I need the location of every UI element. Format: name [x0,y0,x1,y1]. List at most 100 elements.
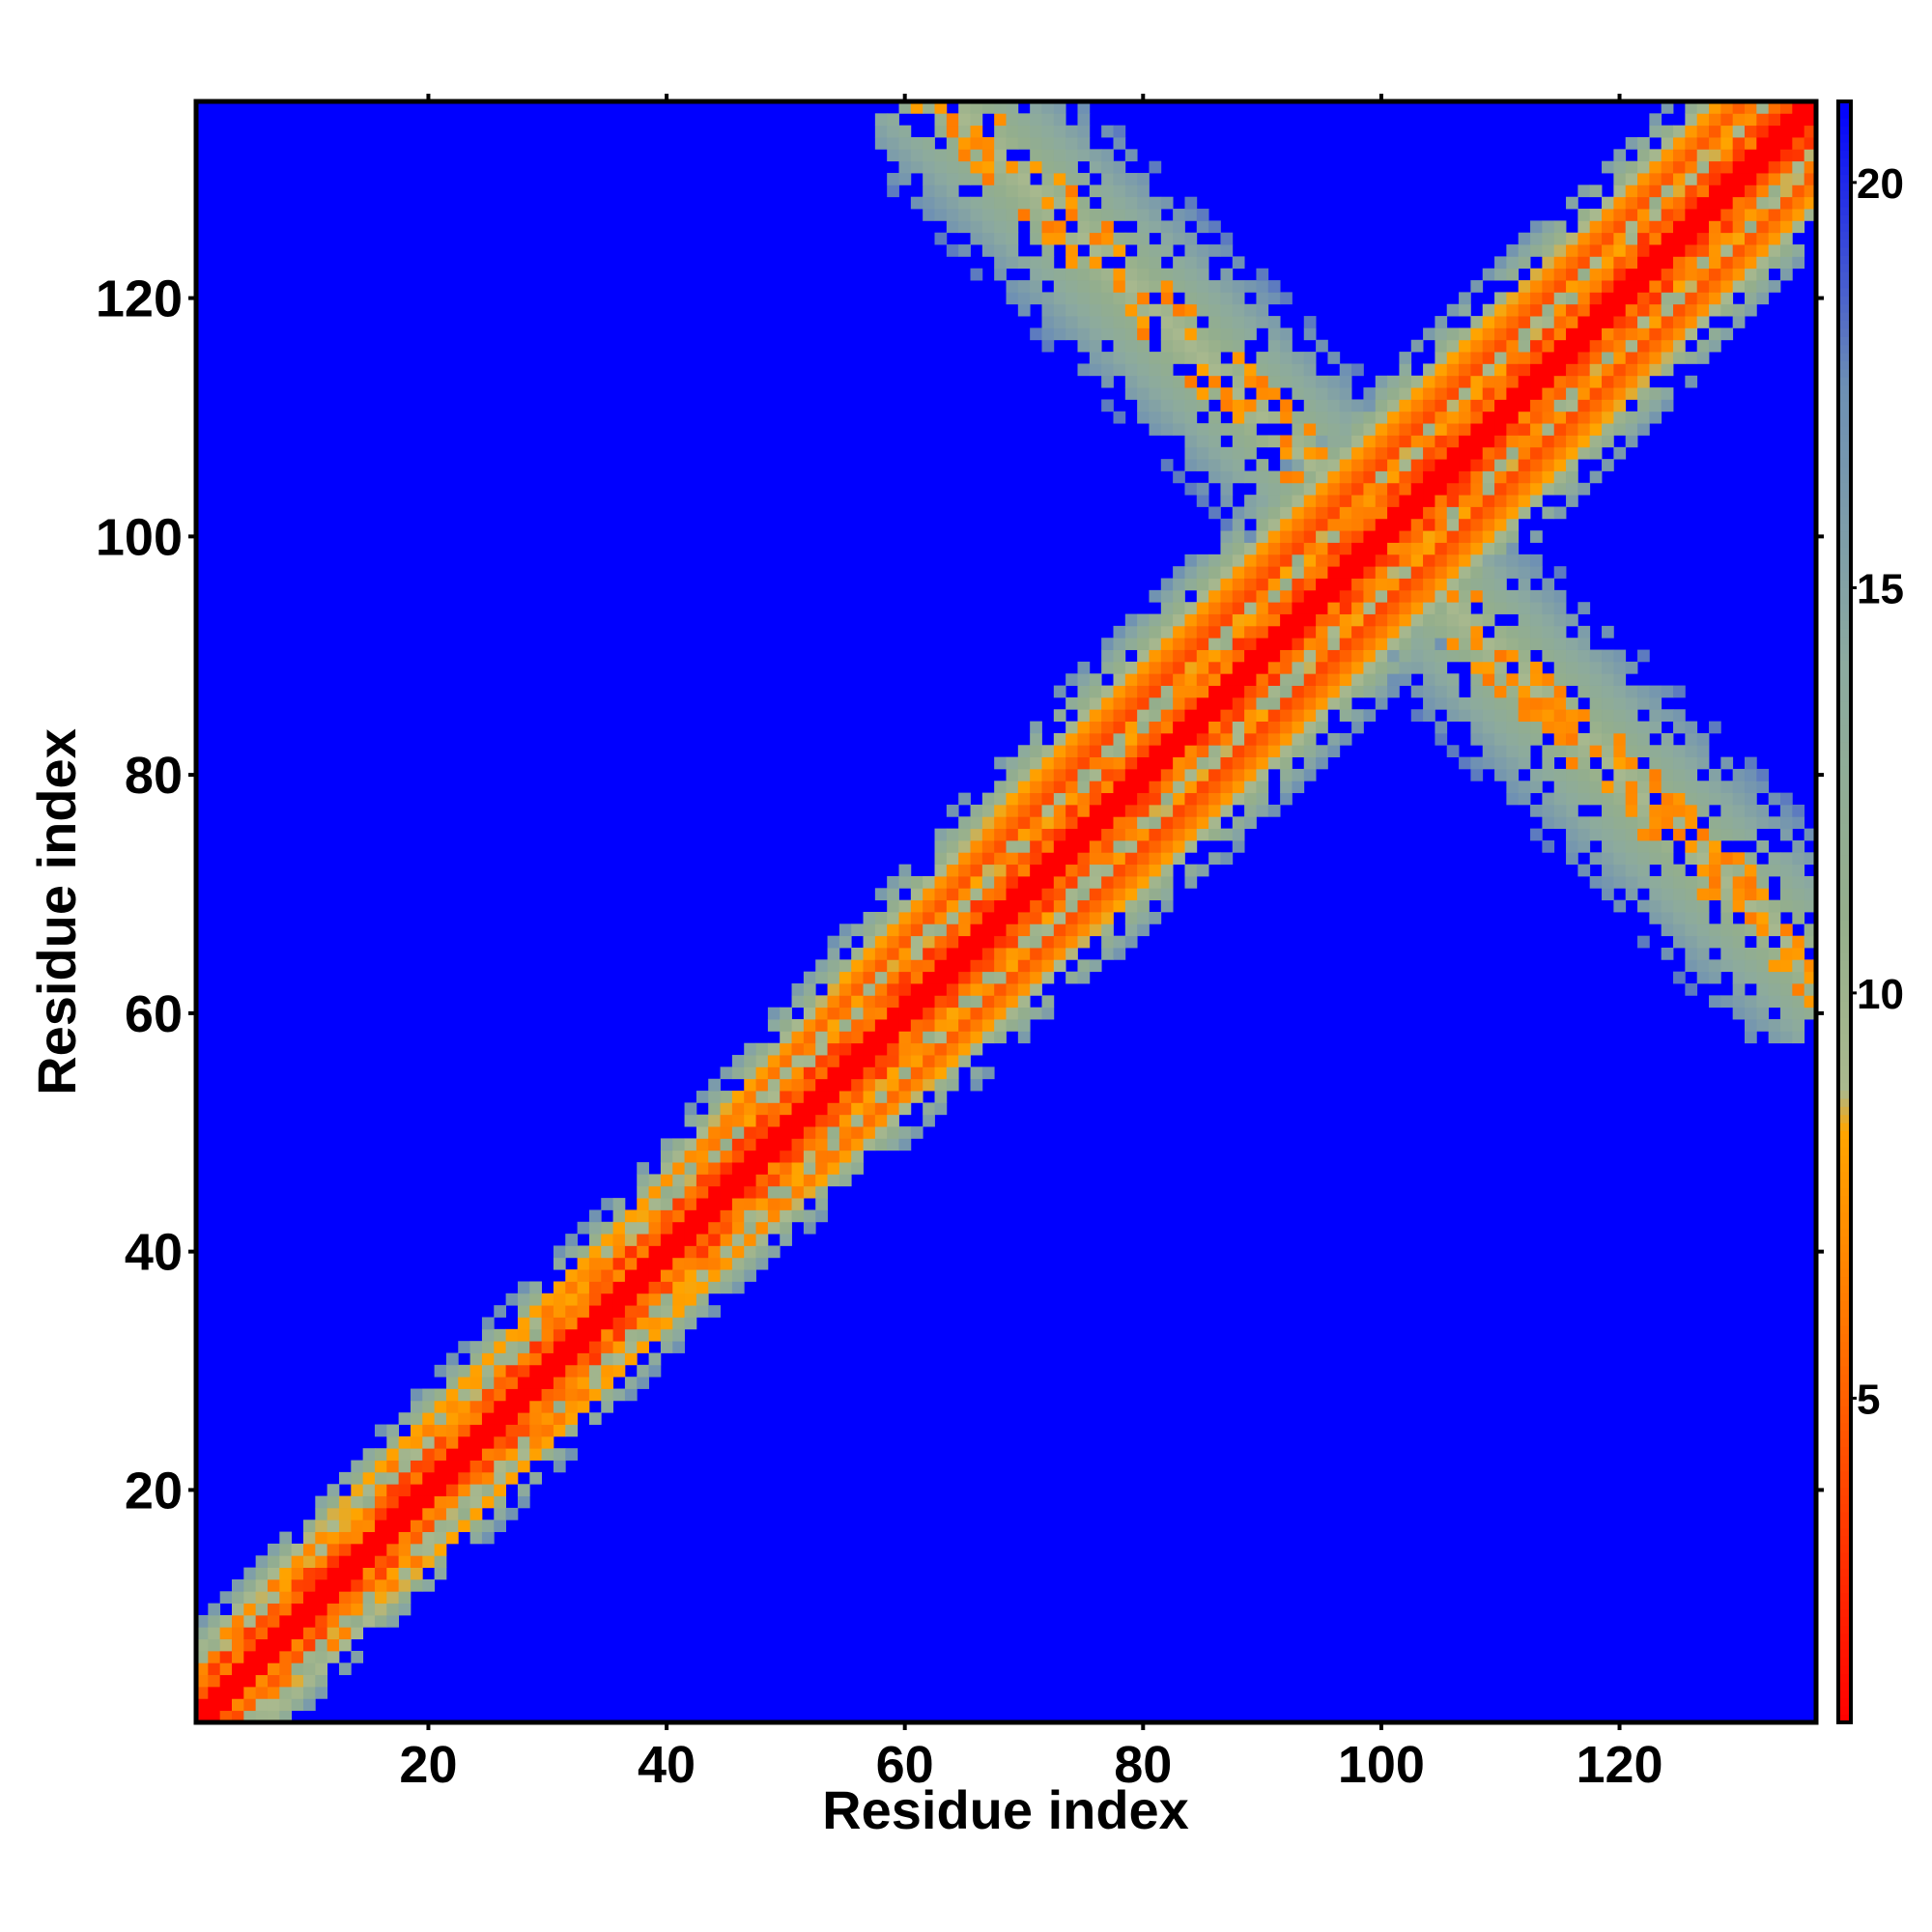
heatmap-cell [1602,459,1614,471]
heatmap-cell [1053,864,1066,877]
heatmap-cell [1780,971,1793,984]
colorbar-segment [1838,1204,1851,1212]
heatmap-cell [1709,160,1721,174]
heatmap-cell [588,1293,602,1306]
heatmap-cell [565,1293,578,1306]
heatmap-cell [565,1377,578,1389]
heatmap-cell [219,1627,233,1640]
heatmap-cell [1316,495,1328,507]
heatmap-cell [1649,363,1662,377]
heatmap-cell [958,828,971,841]
heatmap-cell [1124,828,1138,841]
heatmap-cell [946,923,959,937]
heatmap-cell [1602,209,1614,221]
heatmap-cell [1685,209,1698,221]
heatmap-cell [1077,173,1091,185]
heatmap-cell [588,1341,602,1353]
heatmap-cell [1756,816,1770,830]
heatmap-cell [1137,268,1150,281]
heatmap-cell [362,1460,376,1473]
heatmap-cell [874,995,888,1009]
heatmap-cell [386,1591,400,1605]
heatmap-cell [1696,923,1710,937]
heatmap-cell [1530,411,1543,424]
heatmap-cell [767,1126,781,1139]
heatmap-cell [910,101,923,114]
heatmap-cell [1768,816,1781,830]
heatmap-cell [1149,709,1162,722]
heatmap-cell [255,1698,269,1712]
heatmap-cell [1173,232,1185,245]
heatmap-cell [541,1293,554,1306]
heatmap-cell [1768,971,1781,984]
heatmap-cell [1077,137,1091,150]
heatmap-cell [1280,292,1293,305]
heatmap-cell [1649,316,1662,328]
heatmap-cell [1482,589,1495,603]
heatmap-cell [1470,375,1484,388]
heatmap-cell [1553,613,1567,627]
heatmap-cell [1518,673,1531,686]
heatmap-cell [851,1007,864,1020]
heatmap-cell [934,852,948,866]
heatmap-cell [1696,244,1710,257]
heatmap-cell [672,1269,685,1282]
heatmap-cell [791,1019,805,1032]
heatmap-cell [755,1198,769,1210]
heatmap-cell [481,1531,495,1545]
heatmap-cell [434,1424,447,1437]
heatmap-cell [767,1174,781,1187]
heatmap-cell [1709,113,1721,127]
heatmap-cell [958,149,971,162]
heatmap-cell [863,1078,876,1092]
heatmap-cell [255,1603,269,1616]
heatmap-cell [469,1484,483,1496]
heatmap-cell [1363,411,1377,424]
heatmap-cell [1256,661,1269,674]
heatmap-cell [351,1531,364,1545]
colorbar-segment [1838,1446,1851,1456]
colorbar-segment [1838,1520,1851,1529]
heatmap-cell [1160,327,1174,341]
heatmap-cell [1113,137,1126,150]
heatmap-cell [279,1591,293,1605]
heatmap-cell [1065,745,1078,757]
heatmap-cell [838,995,852,1009]
colorbar-segment [1838,1495,1851,1504]
heatmap-cell [1208,828,1221,841]
heatmap-cell [1375,685,1388,698]
heatmap-cell [1709,768,1721,781]
heatmap-cell [1661,196,1674,210]
heatmap-cell [1518,685,1531,698]
heatmap-cell [934,899,948,913]
heatmap-cell [1149,804,1162,817]
heatmap-cell [1768,113,1781,127]
heatmap-cell [1720,948,1734,960]
heatmap-cell [1506,506,1520,520]
heatmap-cell [362,1471,376,1485]
heatmap-cell [1696,220,1710,234]
heatmap-cell [1459,578,1471,591]
heatmap-cell [1232,435,1245,448]
heatmap-cell [219,1698,233,1712]
heatmap-cell [494,1377,506,1389]
heatmap-cell [1387,423,1400,436]
heatmap-cell [1625,721,1638,734]
heatmap-cell [601,1281,613,1294]
heatmap-cell [1804,149,1817,162]
heatmap-cell [1160,745,1174,757]
heatmap-cell [1661,149,1674,162]
heatmap-cell [1542,387,1555,400]
heatmap-cell [1327,375,1341,388]
heatmap-cell [1232,709,1245,722]
heatmap-cell [1685,745,1698,757]
heatmap-cell [1053,745,1066,757]
heatmap-cell [1530,602,1543,614]
heatmap-cell [1613,673,1627,686]
heatmap-cell [1267,482,1281,496]
colorbar-segment [1838,1536,1851,1545]
heatmap-cell [970,113,983,127]
heatmap-cell [1446,363,1460,377]
heatmap-cell [1363,506,1377,520]
heatmap-cell [1173,828,1185,841]
